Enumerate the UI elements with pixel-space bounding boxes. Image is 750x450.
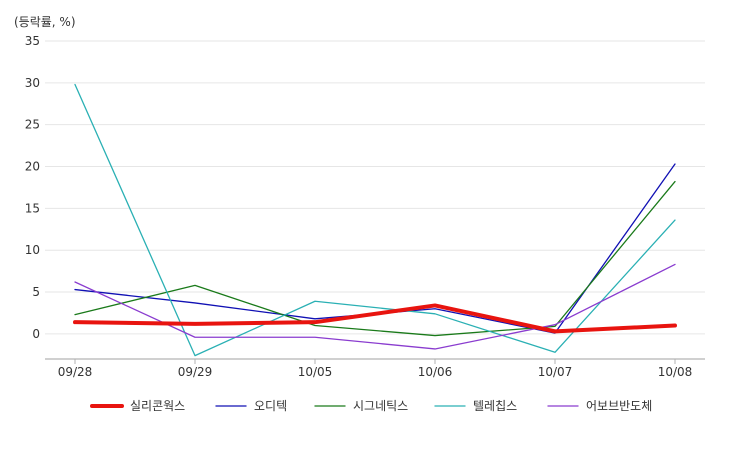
series-line-0: [73, 303, 677, 334]
x-axis: 09/28 09/29 10/05 10/06 10/07 10/08: [45, 358, 705, 379]
y-tick-label: 30: [25, 76, 40, 90]
legend-label: 시그네틱스: [353, 399, 408, 413]
y-tick-label: 10: [25, 243, 40, 257]
y-tick-label: 35: [25, 34, 40, 48]
legend-item: 어보브반도체: [547, 399, 652, 413]
x-tick-label: 09/28: [58, 365, 93, 379]
x-tick-label: 09/29: [178, 365, 213, 379]
legend-label: 오디텍: [254, 399, 287, 413]
legend-item: 오디텍: [215, 399, 287, 413]
y-tick-label: 0: [32, 327, 40, 341]
legend-label: 어보브반도체: [586, 399, 652, 413]
legend: 실리콘웍스 오디텍 시그네틱스 텔레칩스 어보브반도체: [90, 399, 652, 413]
legend-label: 텔레칩스: [473, 399, 517, 413]
legend-label: 실리콘웍스: [130, 399, 185, 413]
gridlines: [45, 40, 705, 335]
legend-item: 시그네틱스: [314, 399, 408, 413]
series-line-2: [74, 180, 676, 337]
unit-label: (등락률, %): [14, 15, 76, 29]
y-tick-label: 25: [25, 118, 40, 132]
y-tick-label: 5: [32, 285, 40, 299]
series-line-4: [74, 263, 676, 350]
y-tick-label: 20: [25, 160, 40, 174]
legend-item: 텔레칩스: [434, 399, 517, 413]
y-tick-label: 15: [25, 201, 40, 215]
x-tick-label: 10/08: [658, 365, 693, 379]
legend-item: 실리콘웍스: [90, 399, 185, 413]
x-tick-label: 10/07: [538, 365, 573, 379]
series-lines: [73, 83, 677, 357]
x-tick-label: 10/06: [418, 365, 453, 379]
x-tick-label: 10/05: [298, 365, 333, 379]
y-axis: 0 5 10 15 20 25 30 35: [25, 34, 40, 341]
